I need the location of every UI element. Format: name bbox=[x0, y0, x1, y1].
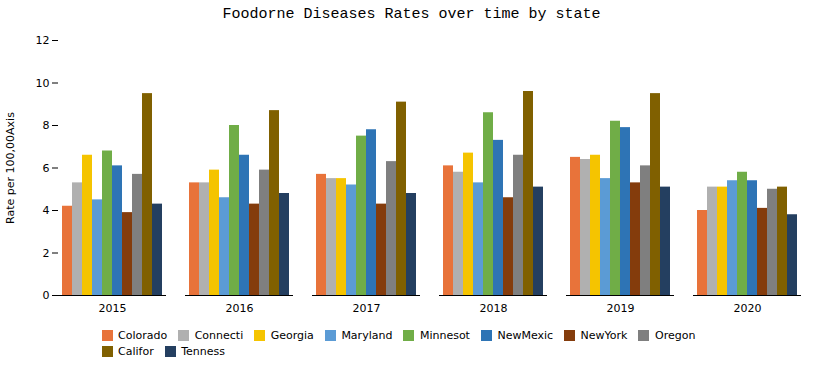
svg-text:0: 0 bbox=[43, 289, 50, 302]
svg-text:2015: 2015 bbox=[99, 302, 127, 315]
html-text:Georgia: Georgia bbox=[270, 328, 314, 342]
html-text:NewMexic: NewMexic bbox=[497, 328, 554, 342]
svg-text:2020: 2020 bbox=[734, 302, 762, 315]
html-text:Colorado: Colorado bbox=[118, 328, 168, 342]
svg-text:10: 10 bbox=[36, 77, 50, 90]
svg-text:Rate per 100,00Axis: Rate per 100,00Axis bbox=[4, 112, 17, 224]
svg-text:2016: 2016 bbox=[226, 302, 254, 315]
svg-text:2018: 2018 bbox=[480, 302, 508, 315]
html-text:NewYork: NewYork bbox=[580, 328, 628, 342]
svg-text:12: 12 bbox=[36, 34, 50, 47]
svg-text:2017: 2017 bbox=[353, 302, 381, 315]
svg-text:8: 8 bbox=[43, 119, 50, 132]
html-text:Foodorne Diseases Rates over t: Foodorne Diseases Rates over time by sta… bbox=[222, 6, 601, 23]
html-text:Maryland: Maryland bbox=[341, 328, 393, 342]
html-text:Califor: Califor bbox=[118, 345, 154, 359]
html-text:Connecti: Connecti bbox=[194, 328, 244, 342]
svg-text:6: 6 bbox=[43, 162, 50, 175]
html-text:Tenness: Tenness bbox=[181, 345, 225, 359]
svg-text:2019: 2019 bbox=[607, 302, 635, 315]
svg-text:4: 4 bbox=[43, 204, 50, 217]
html-text:Oregon: Oregon bbox=[655, 328, 696, 342]
svg-text:2: 2 bbox=[43, 247, 50, 260]
html-text:Minnesot: Minnesot bbox=[419, 328, 470, 342]
